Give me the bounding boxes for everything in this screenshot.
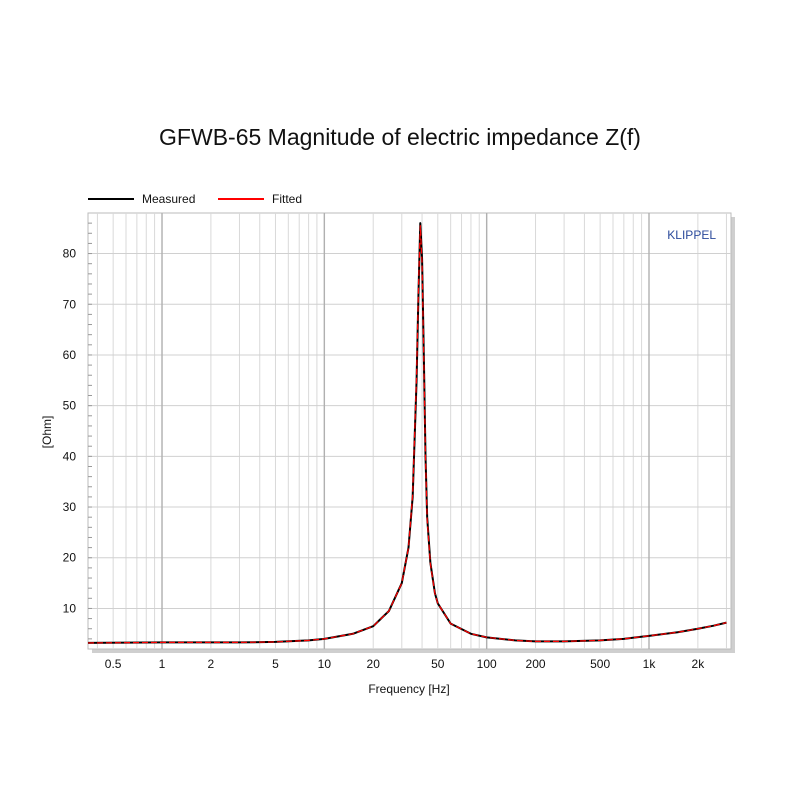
x-tick-label: 10 — [318, 657, 332, 671]
y-tick-label: 20 — [63, 551, 77, 565]
x-tick-label: 200 — [526, 657, 546, 671]
x-tick-label: 0.5 — [105, 657, 122, 671]
y-tick-label: 30 — [63, 500, 77, 514]
x-tick-label: 20 — [367, 657, 381, 671]
x-tick-label: 5 — [272, 657, 279, 671]
y-tick-label: 10 — [63, 601, 77, 615]
y-tick-labels: 10 20 30 40 50 60 70 80 — [63, 247, 77, 616]
klippel-brand: KLIPPEL — [667, 228, 716, 242]
x-tick-label: 1 — [159, 657, 166, 671]
x-tick-label: 2k — [692, 657, 706, 671]
x-tick-labels: 0.5 1 2 5 10 20 50 100 200 500 1k 2k — [105, 657, 705, 671]
legend: Measured Fitted — [88, 192, 302, 206]
y-axis-label: [Ohm] — [40, 416, 54, 449]
y-tick-label: 50 — [63, 399, 77, 413]
x-tick-label: 1k — [643, 657, 657, 671]
legend-label-fitted: Fitted — [272, 192, 302, 206]
series-line-fitted — [87, 225, 727, 644]
y-tick-label: 60 — [63, 348, 77, 362]
y-tick-label: 40 — [63, 449, 77, 463]
x-tick-label: 500 — [590, 657, 610, 671]
x-axis-label: Frequency [Hz] — [368, 682, 449, 696]
series-layer — [87, 222, 727, 644]
x-tick-label: 100 — [477, 657, 497, 671]
x-tick-label: 50 — [431, 657, 445, 671]
y-tick-label: 80 — [63, 247, 77, 261]
major-grid — [88, 213, 731, 649]
legend-label-measured: Measured — [142, 192, 195, 206]
plot-area — [87, 212, 732, 650]
chart-title: GFWB-65 Magnitude of electric impedance … — [159, 124, 641, 150]
x-tick-label: 2 — [208, 657, 215, 671]
y-minor-ticks — [88, 222, 92, 640]
y-tick-label: 70 — [63, 297, 77, 311]
